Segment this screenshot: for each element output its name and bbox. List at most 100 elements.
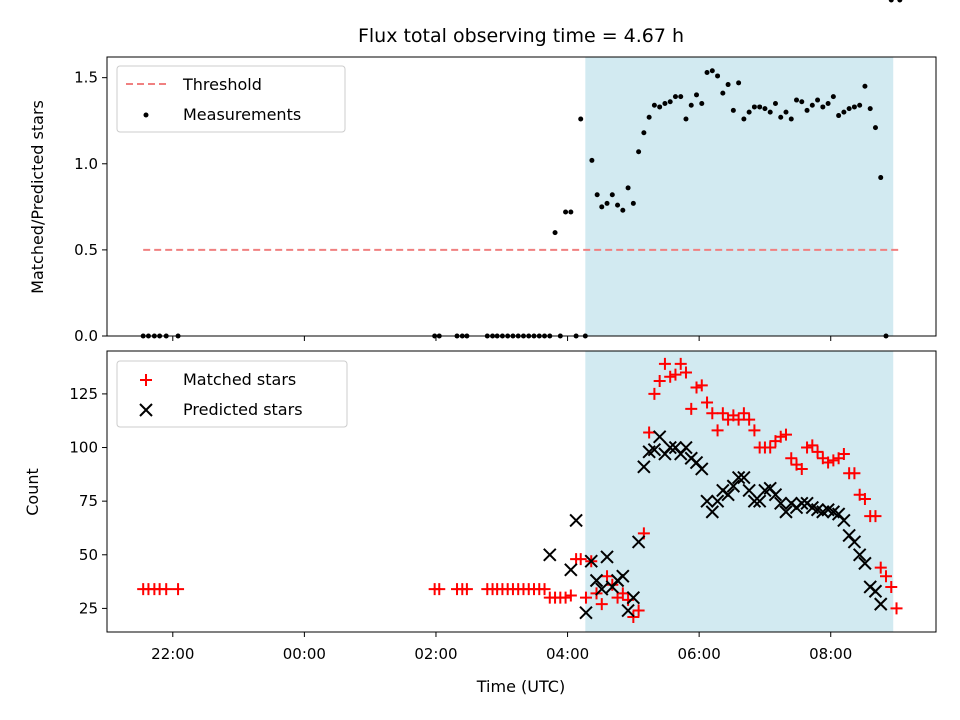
predicted-star-point — [721, 488, 735, 502]
ratio-y-tick-label: 0.5 — [74, 241, 98, 259]
predicted-star-point — [731, 470, 746, 485]
measurement-point — [657, 104, 663, 110]
predicted-star-point — [626, 590, 641, 605]
measurement-point — [699, 101, 705, 106]
matched-star-point — [795, 462, 808, 475]
predicted-star-point — [631, 535, 646, 549]
matched-star-point — [822, 456, 835, 469]
measurement-point — [746, 109, 752, 115]
measurement-point — [615, 202, 621, 208]
matched-star-point — [685, 402, 698, 415]
count-axes-frame — [106, 350, 937, 633]
predicted-star-point — [652, 430, 667, 444]
measurement-point — [862, 83, 868, 89]
count-legend: Matched stars Predicted stars — [116, 360, 348, 428]
legend-measurements-label: Measurements — [183, 105, 301, 124]
ratio-y-tick-label: 0.0 — [74, 327, 98, 345]
predicted-star-point — [589, 573, 604, 588]
measurement-point — [804, 107, 810, 113]
predicted-star-point — [752, 494, 767, 508]
predicted-star-point — [705, 505, 720, 519]
predicted-star-point — [543, 548, 557, 562]
measurement-point — [725, 82, 731, 88]
predicted-star-point — [679, 440, 693, 455]
ratio-y-tick-label: 1.5 — [74, 69, 98, 87]
measurement-point — [799, 99, 805, 105]
matched-star-point — [433, 583, 446, 596]
matched-star-point — [774, 430, 787, 443]
matched-star-point — [827, 454, 840, 467]
measurement-point — [636, 149, 642, 155]
measurement-point — [897, 0, 903, 3]
predicted-stars-points — [543, 430, 888, 620]
measurement-point — [815, 97, 821, 103]
ratio-y-tick-label: 1.0 — [74, 155, 98, 173]
measurement-point — [594, 192, 600, 198]
measurement-point — [846, 106, 852, 112]
predicted-star-point — [795, 496, 809, 511]
measurement-point — [630, 200, 636, 206]
matched-star-point — [674, 357, 687, 370]
matched-star-point — [648, 387, 661, 400]
matched-star-point — [579, 591, 592, 604]
measurement-point — [651, 102, 657, 108]
matched-star-point — [601, 570, 614, 583]
matched-star-point — [616, 587, 629, 600]
measurement-point — [751, 104, 757, 110]
matched-star-point — [701, 396, 714, 409]
matched-star-point — [737, 407, 750, 420]
matched-star-point — [564, 589, 577, 602]
ratio-legend-box — [116, 65, 346, 133]
count-x-tick-label: 00:00 — [283, 645, 326, 663]
measurement-point — [820, 104, 826, 110]
matched-stars-points — [137, 357, 903, 623]
count-y-tick-label: 100 — [69, 439, 98, 457]
count-x-tick-label: 22:00 — [151, 645, 194, 663]
predicted-star-point — [737, 470, 751, 485]
count-y-tick-label: 125 — [69, 385, 98, 403]
count-x-tick-label: 02:00 — [414, 645, 457, 663]
measurement-point — [609, 192, 615, 198]
count-y-tick-label: 50 — [79, 546, 98, 564]
predicted-star-point — [579, 605, 593, 620]
count-x-tick-label: 06:00 — [678, 645, 721, 663]
predicted-star-point — [569, 513, 583, 528]
measurement-point — [772, 101, 778, 106]
measurement-point — [662, 101, 668, 106]
matched-star-point — [643, 426, 656, 439]
measurement-point — [809, 102, 815, 108]
measurement-point — [741, 116, 747, 122]
predicted-star-point — [595, 582, 609, 596]
measurement-point — [688, 102, 694, 108]
predicted-star-point — [647, 442, 662, 457]
matched-star-point — [574, 553, 587, 566]
matched-star-point — [690, 381, 703, 394]
measurement-point — [836, 113, 842, 119]
matched-star-point — [706, 407, 719, 420]
matched-star-point — [559, 591, 572, 604]
matched-star-point — [764, 441, 777, 454]
measurement-point — [841, 109, 847, 115]
predicted-star-point — [852, 548, 867, 562]
legend-matched-swatch — [140, 374, 152, 386]
matched-star-point — [695, 379, 708, 392]
predicted-star-point — [584, 554, 598, 568]
legend-predicted-swatch — [139, 403, 153, 417]
measurement-point — [778, 114, 784, 120]
matched-star-point — [664, 370, 677, 383]
matched-star-point — [874, 561, 887, 574]
matched-star-point — [837, 447, 850, 460]
matched-star-point — [869, 510, 882, 523]
measurement-point — [715, 73, 721, 79]
count-x-ticks: 22:00 00:00 02:00 04:00 06:00 08:00 — [151, 632, 852, 663]
matched-star-point — [858, 493, 871, 506]
measurement-point — [794, 97, 800, 103]
measurement-point — [646, 114, 652, 120]
matched-star-point — [172, 583, 185, 596]
matched-star-point — [801, 441, 814, 454]
legend-matched-label: Matched stars — [183, 370, 296, 389]
matched-star-point — [538, 583, 551, 596]
measurement-point — [888, 0, 894, 3]
measurement-point — [620, 207, 626, 213]
matched-star-point — [890, 602, 903, 615]
